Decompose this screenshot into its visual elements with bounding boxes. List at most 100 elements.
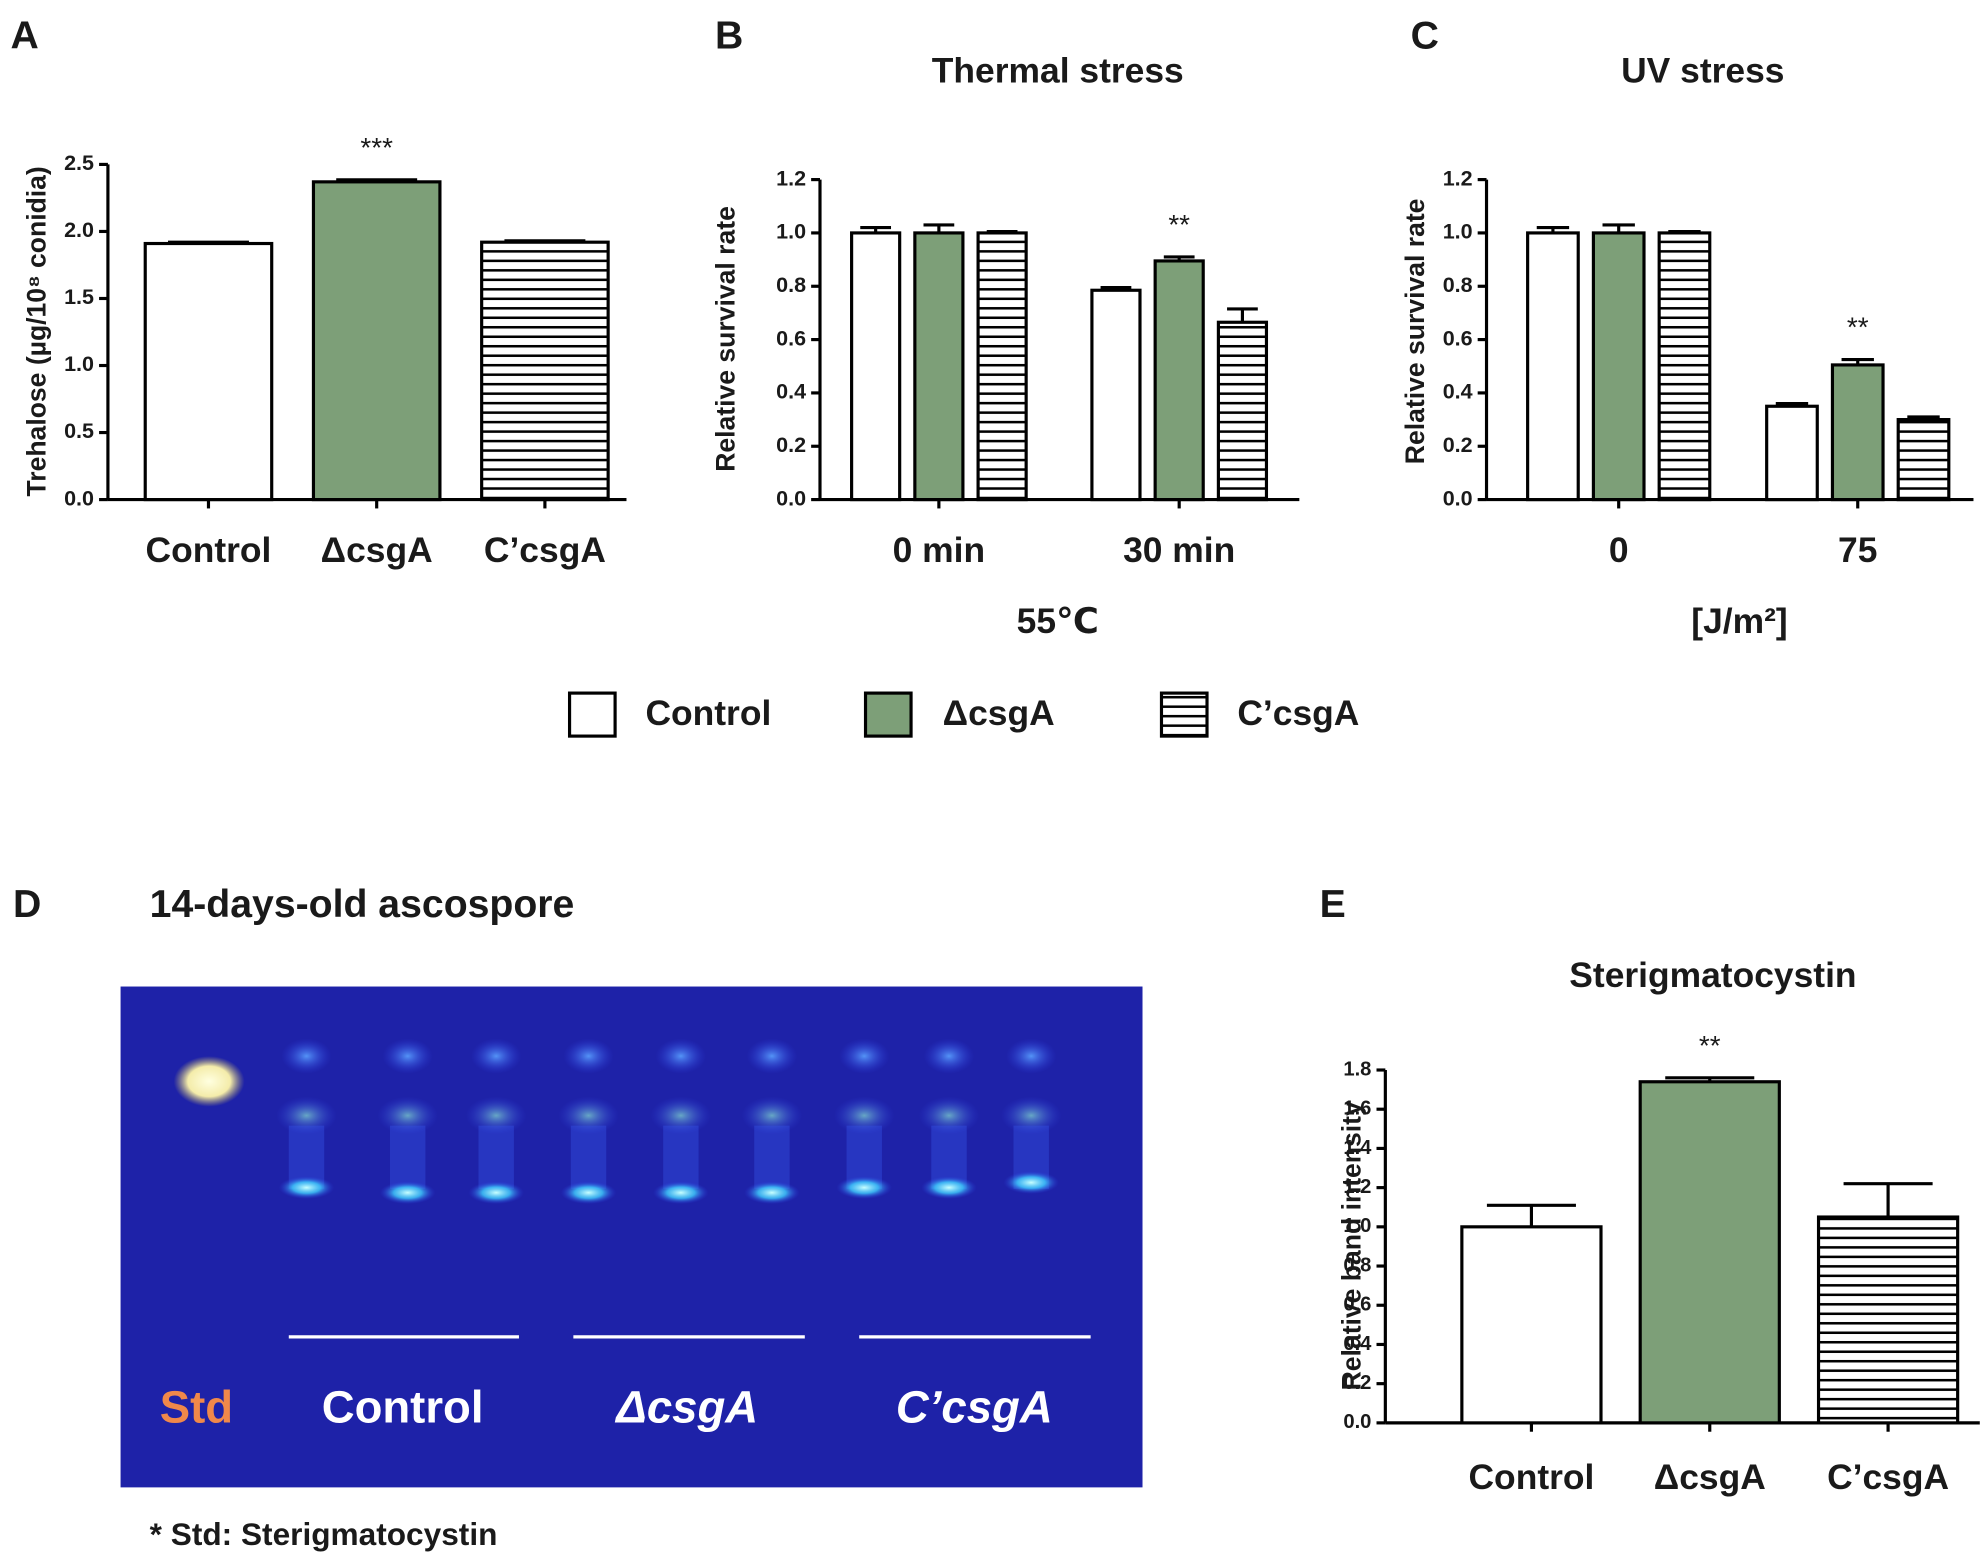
bar [1526, 231, 1580, 502]
x-tick-label: C’csgA [484, 530, 606, 570]
y-tick-label: 1.2 [1343, 1176, 1371, 1198]
y-tick-label: 0.0 [1443, 486, 1473, 510]
bar [1816, 1215, 1960, 1425]
panel-label: C [1411, 14, 1439, 57]
y-tick-label: 0.6 [776, 326, 806, 350]
lane-label: Std [160, 1381, 233, 1432]
bar [1896, 418, 1951, 502]
bar [976, 231, 1028, 502]
annotation: *** [360, 132, 393, 163]
legend-swatch [1159, 691, 1209, 738]
y-tick-label: 0.5 [64, 419, 94, 443]
panel-label: A [11, 14, 39, 57]
tlc-band [921, 1176, 977, 1200]
x-tick-label: C’csgA [1827, 1457, 1949, 1497]
tlc-spot [838, 1038, 890, 1074]
y-tick-label: 1.8 [1343, 1058, 1371, 1080]
tlc-streak [389, 1125, 426, 1189]
bar [1591, 231, 1646, 502]
panel-label: D [13, 883, 41, 926]
legend-label: ΔcsgA [943, 693, 1055, 733]
x-tick-label: 0 [1609, 530, 1629, 570]
y-tick-label: 0.8 [1343, 1254, 1371, 1276]
y-tick-label: 0.2 [1343, 1372, 1371, 1394]
y-tick-label: 1.4 [1343, 1137, 1372, 1159]
y-axis-label: Trehalose (µg/10⁸ conidia) [21, 166, 51, 496]
y-tick-label: 2.0 [64, 218, 94, 242]
tlc-spot [465, 1096, 527, 1135]
y-tick-label: 2.5 [64, 151, 94, 175]
y-tick-label: 0.2 [776, 433, 806, 457]
tlc-spot [281, 1038, 332, 1074]
tlc-spot [741, 1096, 803, 1135]
lane-label: Control [322, 1381, 484, 1432]
bar [1830, 363, 1885, 502]
x-tick-label: 75 [1838, 530, 1877, 570]
legend-label: C’csgA [1237, 693, 1359, 733]
bar [1460, 1225, 1603, 1425]
tlc-spot [650, 1096, 712, 1135]
tlc-spot [833, 1096, 895, 1135]
x-tick-label: ΔcsgA [1654, 1457, 1766, 1497]
tlc-spot [470, 1038, 522, 1074]
tlc-spot [923, 1038, 975, 1074]
tlc-photo [120, 986, 1143, 1488]
tlc-spot [1005, 1038, 1057, 1074]
y-tick-label: 1.0 [1443, 220, 1473, 244]
y-tick-label: 0.6 [1443, 326, 1473, 350]
tlc-spot [382, 1038, 433, 1074]
image-title: 14-days-old ascospore [150, 883, 575, 926]
chart-title: Sterigmatocystin [1569, 955, 1856, 995]
y-tick-label: 0.0 [1343, 1411, 1371, 1433]
tlc-streak [570, 1125, 607, 1189]
lane-label: ΔcsgA [614, 1381, 758, 1432]
tlc-band [653, 1181, 709, 1205]
legend-swatch [567, 691, 617, 738]
y-tick-label: 1.6 [1343, 1098, 1371, 1120]
y-tick-label: 0.4 [1443, 380, 1473, 404]
y-tick-label: 1.0 [776, 220, 806, 244]
bar [913, 231, 965, 502]
tlc-spot [563, 1038, 614, 1074]
tlc-band [744, 1181, 800, 1205]
y-tick-label: 0.8 [776, 273, 806, 297]
bar [1765, 404, 1819, 502]
y-tick-label: 0.2 [1443, 433, 1473, 457]
bar [1090, 288, 1142, 502]
annotation: ** [1168, 209, 1190, 240]
tlc-spot [276, 1096, 337, 1135]
y-tick-label: 1.5 [64, 285, 94, 309]
bar [1657, 231, 1712, 502]
y-tick-label: 1.2 [1443, 166, 1473, 190]
y-axis-label: Relative survival rate [1400, 199, 1430, 465]
tlc-spot [655, 1038, 707, 1074]
tlc-band [560, 1181, 617, 1205]
y-tick-label: 0.0 [776, 486, 806, 510]
tlc-spot [558, 1096, 619, 1135]
tlc-band [379, 1181, 436, 1205]
x-tick-label: Control [1468, 1457, 1594, 1497]
bar [1216, 320, 1269, 502]
x-tick-label: 0 min [893, 530, 985, 570]
bar [480, 240, 610, 502]
tlc-spot [918, 1096, 980, 1135]
x-axis-label: [J/m²] [1691, 601, 1787, 641]
bar [143, 241, 274, 502]
y-tick-label: 0.4 [1343, 1333, 1372, 1355]
tlc-spot [1000, 1096, 1062, 1135]
y-tick-label: 0.8 [1443, 273, 1473, 297]
footnote: * Std: Sterigmatocystin [150, 1516, 498, 1552]
bar [311, 180, 442, 502]
panel-label: E [1320, 883, 1346, 926]
tlc-streak [478, 1125, 514, 1189]
bar [1153, 259, 1205, 502]
annotation: ** [1847, 312, 1869, 343]
tlc-spot [377, 1096, 439, 1135]
bar [1638, 1080, 1781, 1425]
tlc-streak [663, 1125, 699, 1189]
x-axis-label: 55℃ [1017, 601, 1099, 641]
y-axis-label: Relative survival rate [711, 206, 741, 472]
x-tick-label: 30 min [1123, 530, 1235, 570]
x-tick-label: Control [146, 530, 272, 570]
